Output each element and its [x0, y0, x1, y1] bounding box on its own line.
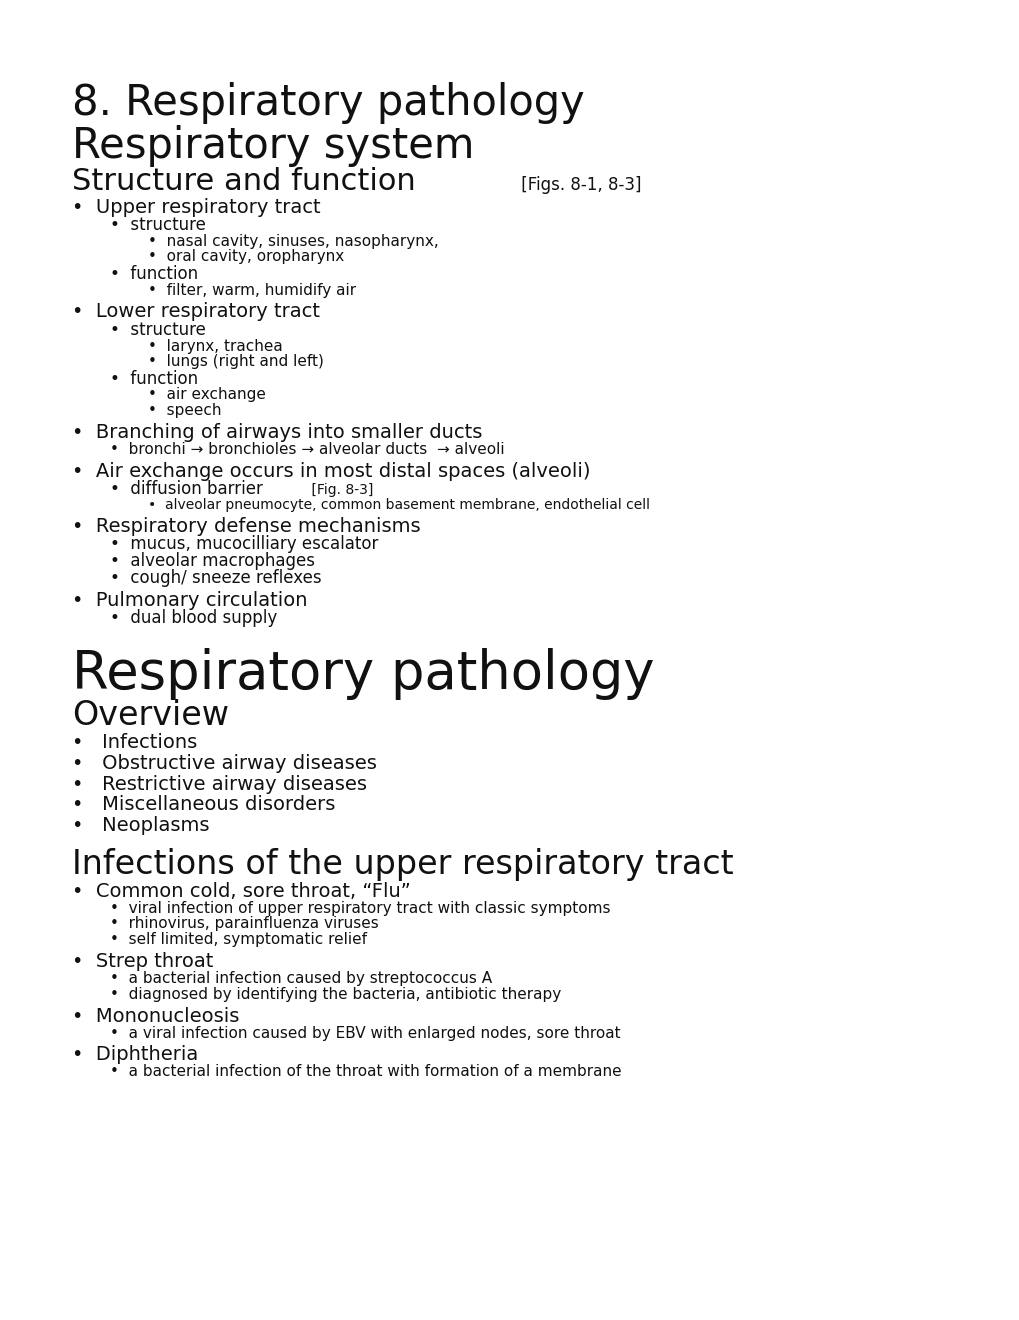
Text: •  a bacterial infection caused by streptococcus A: • a bacterial infection caused by strept… [110, 972, 491, 986]
Text: •  Lower respiratory tract: • Lower respiratory tract [72, 302, 320, 322]
Text: •   Obstructive airway diseases: • Obstructive airway diseases [72, 754, 376, 772]
Text: •  lungs (right and left): • lungs (right and left) [148, 354, 324, 370]
Text: •  function: • function [110, 370, 198, 388]
Text: •  Common cold, sore throat, “Flu”: • Common cold, sore throat, “Flu” [72, 882, 411, 900]
Text: •  diffusion barrier: • diffusion barrier [110, 480, 263, 498]
Text: •  filter, warm, humidify air: • filter, warm, humidify air [148, 282, 356, 297]
Text: •  dual blood supply: • dual blood supply [110, 610, 277, 627]
Text: •  Pulmonary circulation: • Pulmonary circulation [72, 591, 307, 610]
Text: Respiratory pathology: Respiratory pathology [72, 648, 654, 700]
Text: •  Air exchange occurs in most distal spaces (alveoli): • Air exchange occurs in most distal spa… [72, 462, 590, 480]
Text: •  alveolar macrophages: • alveolar macrophages [110, 552, 315, 570]
Text: •   Miscellaneous disorders: • Miscellaneous disorders [72, 796, 335, 814]
Text: •  self limited, symptomatic relief: • self limited, symptomatic relief [110, 932, 367, 948]
Text: •  rhinovirus, parainfluenza viruses: • rhinovirus, parainfluenza viruses [110, 916, 378, 932]
Text: •  function: • function [110, 265, 198, 282]
Text: •  structure: • structure [110, 321, 206, 339]
Text: •   Infections: • Infections [72, 733, 197, 752]
Text: 8. Respiratory pathology: 8. Respiratory pathology [72, 82, 584, 124]
Text: [Figs. 8-1, 8-3]: [Figs. 8-1, 8-3] [515, 176, 640, 194]
Text: •  bronchi → bronchioles → alveolar ducts  → alveoli: • bronchi → bronchioles → alveolar ducts… [110, 442, 504, 457]
Text: •  a bacterial infection of the throat with formation of a membrane: • a bacterial infection of the throat wi… [110, 1064, 621, 1080]
Text: •   Neoplasms: • Neoplasms [72, 816, 209, 836]
Text: Respiratory system: Respiratory system [72, 125, 474, 168]
Text: •  Mononucleosis: • Mononucleosis [72, 1007, 239, 1026]
Text: •  alveolar pneumocyte, common basement membrane, endothelial cell: • alveolar pneumocyte, common basement m… [148, 498, 649, 512]
Text: Infections of the upper respiratory tract: Infections of the upper respiratory trac… [72, 847, 733, 880]
Text: •  Upper respiratory tract: • Upper respiratory tract [72, 198, 320, 216]
Text: •  a viral infection caused by EBV with enlarged nodes, sore throat: • a viral infection caused by EBV with e… [110, 1026, 620, 1040]
Text: [Fig. 8-3]: [Fig. 8-3] [307, 483, 373, 498]
Text: •  speech: • speech [148, 403, 221, 418]
Text: •  air exchange: • air exchange [148, 387, 266, 403]
Text: •  nasal cavity, sinuses, nasopharynx,: • nasal cavity, sinuses, nasopharynx, [148, 234, 438, 248]
Text: Overview: Overview [72, 698, 229, 731]
Text: •  diagnosed by identifying the bacteria, antibiotic therapy: • diagnosed by identifying the bacteria,… [110, 987, 560, 1002]
Text: Structure and function: Structure and function [72, 166, 416, 195]
Text: •  cough/ sneeze reflexes: • cough/ sneeze reflexes [110, 569, 321, 587]
Text: •  oral cavity, oropharynx: • oral cavity, oropharynx [148, 249, 344, 264]
Text: •  structure: • structure [110, 215, 206, 234]
Text: •  larynx, trachea: • larynx, trachea [148, 338, 282, 354]
Text: •  Branching of airways into smaller ducts: • Branching of airways into smaller duct… [72, 424, 482, 442]
Text: •  viral infection of upper respiratory tract with classic symptoms: • viral infection of upper respiratory t… [110, 900, 610, 916]
Text: •  Diphtheria: • Diphtheria [72, 1045, 198, 1064]
Text: •   Restrictive airway diseases: • Restrictive airway diseases [72, 775, 367, 793]
Text: •  mucus, mucocilliary escalator: • mucus, mucocilliary escalator [110, 535, 378, 553]
Text: •  Respiratory defense mechanisms: • Respiratory defense mechanisms [72, 516, 420, 536]
Text: •  Strep throat: • Strep throat [72, 952, 213, 972]
